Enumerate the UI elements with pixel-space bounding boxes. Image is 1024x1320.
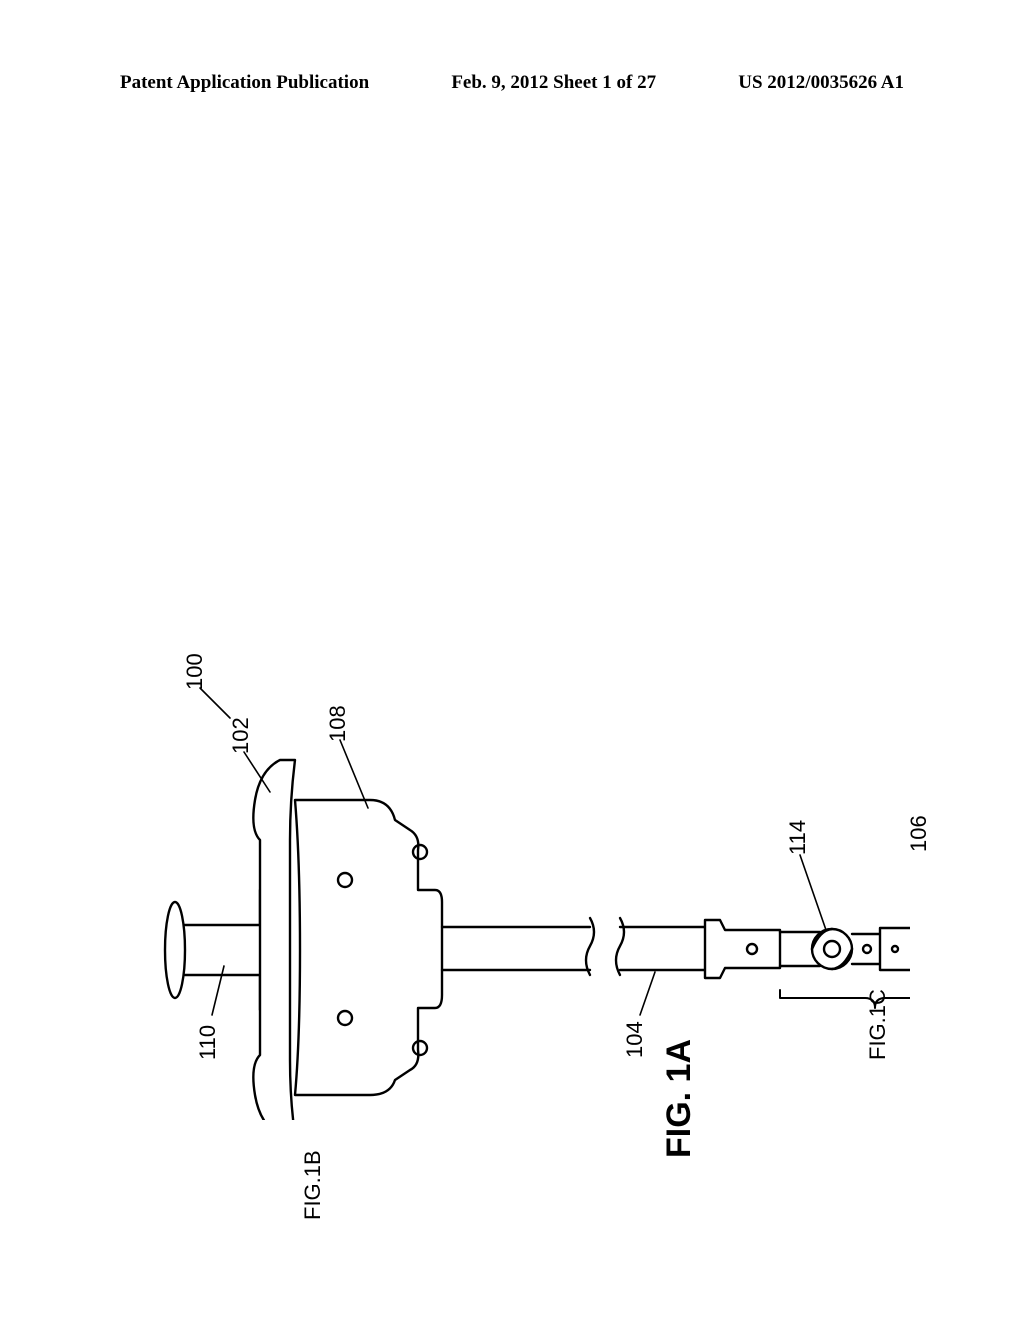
figure-1c-label: FIG.1C — [865, 989, 891, 1060]
header-left: Patent Application Publication — [120, 72, 369, 94]
ref-108: 108 — [325, 705, 351, 742]
figure-main-label: FIG. 1A — [660, 1039, 699, 1158]
ref-106: 106 — [906, 815, 932, 852]
figure-1b-label: FIG.1B — [300, 1150, 326, 1220]
page: Patent Application Publication Feb. 9, 2… — [0, 0, 1024, 1320]
ref-100: 100 — [182, 653, 208, 690]
ref-110: 110 — [195, 1025, 221, 1060]
ref-102: 102 — [228, 717, 254, 754]
instrument-drawing — [120, 160, 910, 1120]
page-header: Patent Application Publication Feb. 9, 2… — [0, 72, 1024, 94]
ref-104: 104 — [622, 1021, 648, 1058]
header-right: US 2012/0035626 A1 — [738, 72, 904, 94]
figure-area: FIG. 1A FIG.1B FIG.1C 100 102 108 110 10… — [120, 160, 910, 1120]
header-center: Feb. 9, 2012 Sheet 1 of 27 — [451, 72, 656, 94]
ref-114: 114 — [785, 820, 811, 855]
